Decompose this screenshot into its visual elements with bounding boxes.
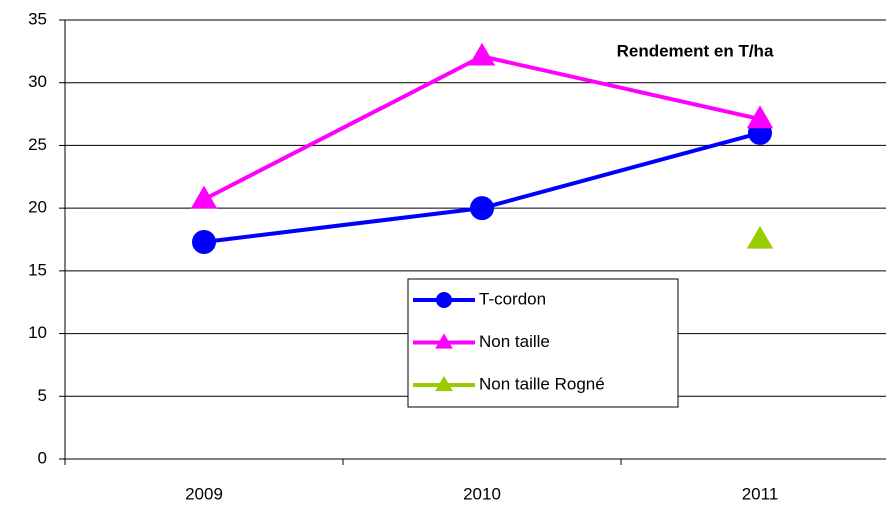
y-tick-label: 15 (28, 260, 47, 279)
y-tick-label: 35 (28, 9, 47, 28)
marker (470, 196, 494, 221)
y-tick-label: 25 (28, 135, 47, 154)
marker (435, 333, 453, 349)
legend-label: Non taille Rogné (479, 374, 605, 393)
series-line (203, 130, 761, 244)
legend-label: Non taille (479, 332, 550, 351)
marker (746, 225, 774, 249)
x-tick-label: 2011 (742, 484, 779, 503)
y-tick-label: 5 (38, 386, 47, 405)
chart-title: Rendement en T/ha (617, 41, 774, 60)
y-tick-label: 0 (38, 448, 47, 467)
marker (190, 185, 218, 209)
marker (436, 292, 452, 308)
legend: T-cordon Non taille Non taille Rogné (407, 278, 679, 408)
marker (435, 375, 453, 392)
y-tick-label: 30 (28, 72, 47, 91)
y-tick-label: 10 (28, 323, 47, 342)
y-tick-label: 20 (28, 198, 47, 217)
x-tick-label: 2010 (463, 484, 501, 503)
x-tick-label: 2009 (185, 484, 223, 503)
legend-label: T-cordon (479, 289, 546, 308)
marker (746, 105, 774, 129)
series-line (203, 54, 761, 202)
marker (468, 42, 496, 66)
marker (192, 230, 216, 255)
